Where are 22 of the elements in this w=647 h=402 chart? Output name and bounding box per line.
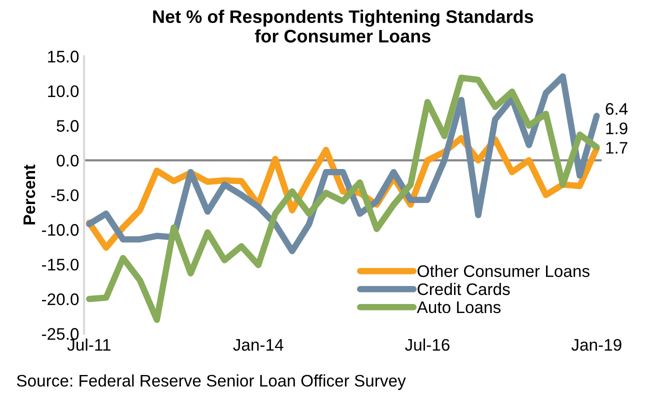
legend-label: Other Consumer Loans [418, 264, 590, 278]
y-tick-label: 0.0 [56, 154, 79, 166]
data-label: 1.7 [606, 142, 628, 154]
data-label: 6.4 [606, 103, 628, 115]
x-tick-label: Jul-11 [67, 338, 110, 351]
y-tick-label: -10.0 [42, 224, 79, 236]
x-tick-label: Jan-19 [571, 338, 622, 351]
data-label: 1.9 [606, 122, 628, 134]
y-tick-label: 5.0 [56, 120, 79, 132]
legend-label: Auto Loans [416, 302, 501, 314]
y-tick-label: 10.0 [48, 85, 79, 98]
x-tick-label: Jan-14 [233, 339, 284, 351]
y-tick-label: -25.0 [42, 328, 79, 340]
y-tick-label: -15.0 [42, 258, 79, 271]
y-tick-label: -5.0 [51, 189, 79, 202]
chart-title: Net % of Respondents Tightening Standards for Consumer Loans [153, 10, 534, 43]
source-note: Source: Federal Reserve Senior Loan Officer Survey [16, 374, 406, 390]
y-axis-title: Percent [24, 164, 36, 224]
y-tick-label: -20.0 [42, 293, 79, 306]
x-tick-label: Jul-16 [405, 338, 450, 351]
y-tick-label: 15.0 [48, 50, 79, 62]
legend-label: Credit Cards [418, 282, 510, 296]
